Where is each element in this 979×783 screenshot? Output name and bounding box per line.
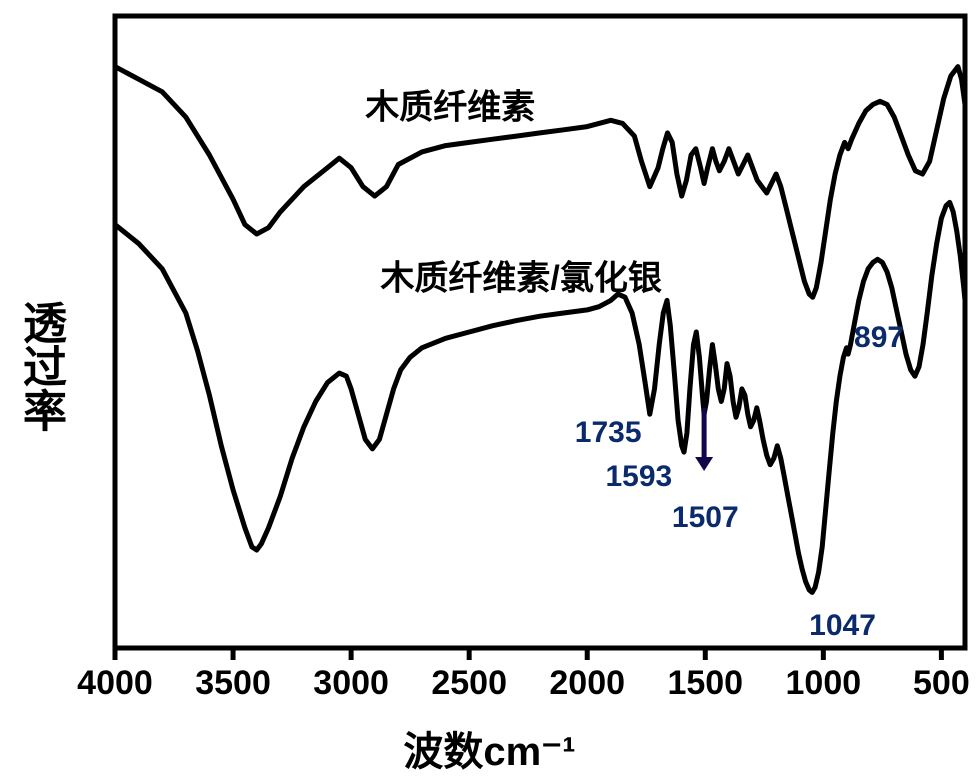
peak-label-1507: 1507: [672, 501, 739, 535]
x-tick-label: 3000: [313, 664, 389, 703]
x-tick-label: 1500: [667, 664, 743, 703]
peak-label-1593: 1593: [605, 460, 672, 494]
x-tick-label: 2500: [431, 664, 507, 703]
x-axis-label: 波数cm⁻¹: [403, 719, 575, 777]
peak-label-1735: 1735: [575, 416, 642, 450]
x-tick-label: 1000: [786, 664, 862, 703]
peak-arrowhead-1507: [695, 457, 713, 471]
series-label: 木质纤维素/氯化银: [380, 251, 661, 300]
peak-label-1047: 1047: [809, 609, 876, 643]
series-label: 木质纤维素: [365, 80, 535, 129]
x-tick-label: 2000: [549, 664, 625, 703]
x-tick-label: 3500: [195, 664, 271, 703]
x-tick-label: 4000: [77, 664, 153, 703]
ftir-chart: 透过率 波数cm⁻¹ 4000 3500 3000 2500 2000 1500 1000 5…: [0, 0, 979, 783]
x-tick-label: 500: [913, 664, 970, 703]
peak-label-897: 897: [854, 321, 904, 355]
y-axis-label: 透过率: [8, 299, 72, 431]
